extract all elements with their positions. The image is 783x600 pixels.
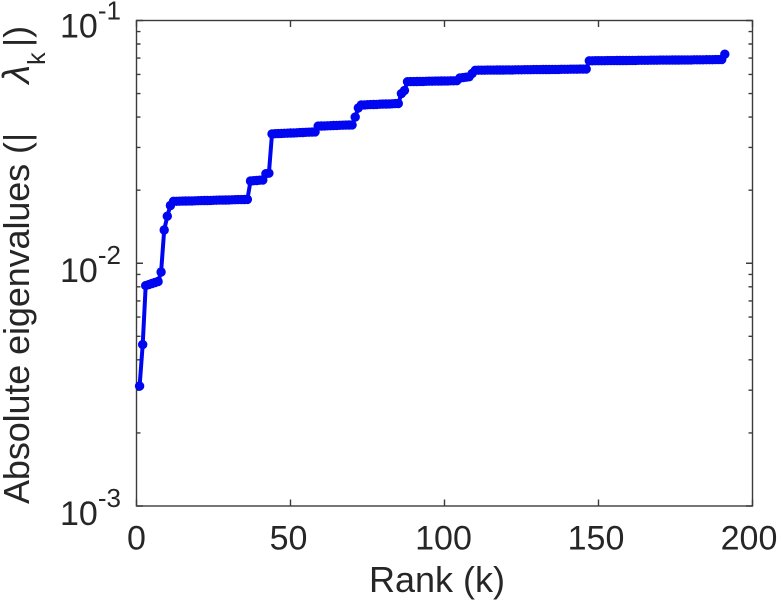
svg-text:10-1: 10-1 — [60, 0, 121, 46]
svg-text:100: 100 — [415, 520, 472, 558]
svg-text:0: 0 — [127, 520, 146, 558]
svg-text:150: 150 — [568, 520, 625, 558]
svg-text:Rank (k): Rank (k) — [369, 559, 505, 600]
svg-text:50: 50 — [270, 520, 308, 558]
svg-text:200: 200 — [721, 520, 778, 558]
